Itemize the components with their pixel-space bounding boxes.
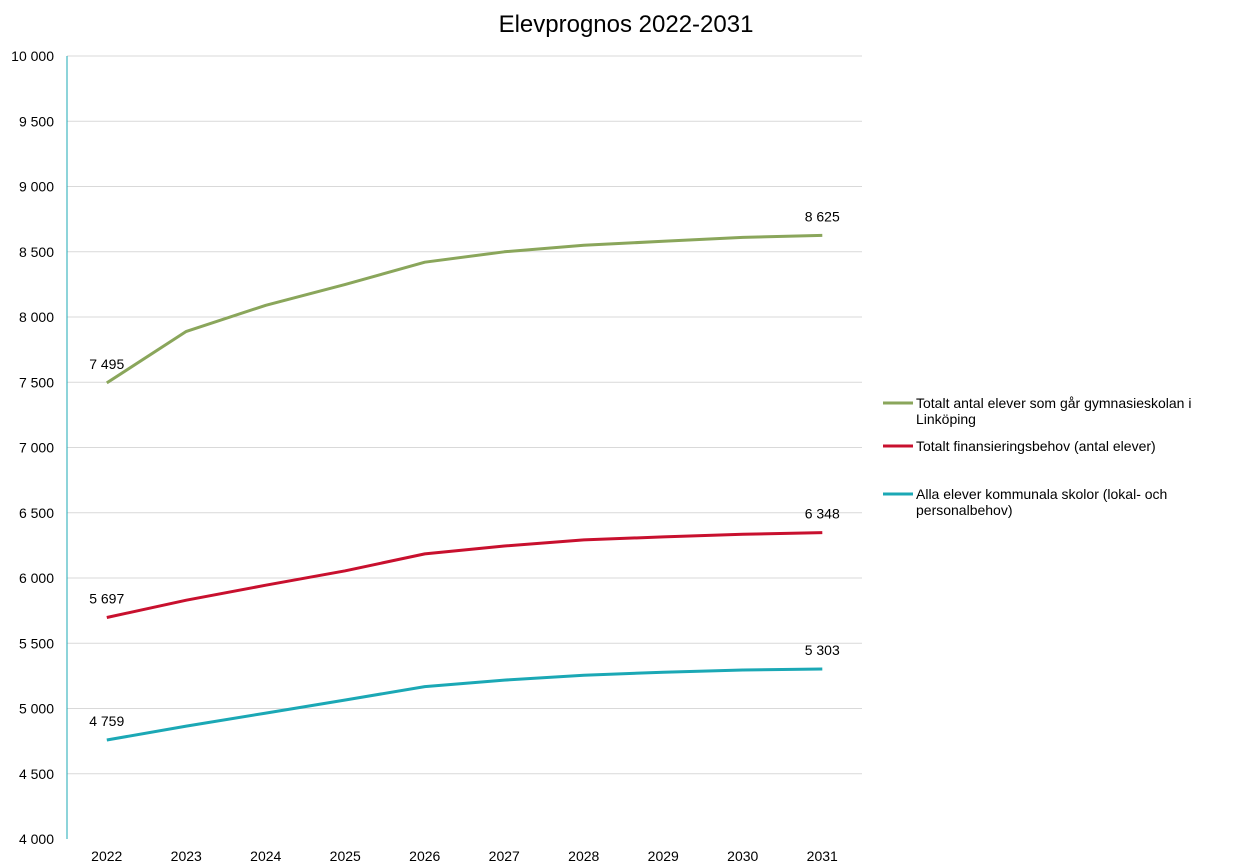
series-line: [106, 667, 823, 742]
legend-label: Alla elever kommunala skolor (lokal- och: [916, 486, 1167, 502]
data-label: 6 348: [805, 506, 840, 522]
data-label: 8 625: [805, 208, 840, 224]
legend-label: personalbehov): [916, 502, 1013, 518]
series-lines: [105, 233, 823, 742]
y-axis-ticks: 4 000 4 500 5 000 5 500 6 000 6 500 7 000 7 500…: [11, 48, 54, 847]
data-label: 5 303: [805, 642, 840, 658]
y-tick-label: 5 500: [19, 635, 54, 651]
x-tick-label: 2027: [489, 848, 520, 864]
y-tick-label: 6 000: [19, 570, 54, 586]
y-tick-label: 9 000: [19, 179, 54, 195]
x-tick-label: 2029: [648, 848, 679, 864]
legend-item: Totalt antal elever som går gymnasieskol…: [883, 395, 1191, 427]
y-tick-label: 5 000: [19, 701, 54, 717]
y-tick-label: 8 500: [19, 244, 54, 260]
x-tick-label: 2026: [409, 848, 440, 864]
y-tick-label: 7 000: [19, 440, 54, 456]
x-tick-label: 2028: [568, 848, 599, 864]
data-label: 7 495: [89, 356, 124, 372]
x-tick-label: 2022: [91, 848, 122, 864]
x-tick-label: 2030: [727, 848, 758, 864]
y-tick-label: 7 500: [19, 374, 54, 390]
data-label: 4 759: [89, 713, 124, 729]
y-tick-label: 9 500: [19, 113, 54, 129]
series-line: [105, 233, 823, 385]
legend-item: Totalt finansieringsbehov (antal elever): [883, 438, 1156, 454]
gridlines: [67, 55, 862, 775]
legend-label: Totalt finansieringsbehov (antal elever): [916, 438, 1156, 454]
legend-label: Totalt antal elever som går gymnasieskol…: [916, 395, 1191, 411]
legend: Totalt antal elever som går gymnasieskol…: [883, 395, 1191, 518]
x-tick-label: 2024: [250, 848, 281, 864]
x-axis-ticks: 2022 2023 2024 2025 2026 2027 2028 2029 2030 2031: [91, 848, 838, 864]
legend-item: Alla elever kommunala skolor (lokal- och…: [883, 486, 1167, 518]
y-tick-label: 8 000: [19, 309, 54, 325]
data-labels: 7 495 8 625 5 697 6 348 4 759 5 303: [89, 208, 840, 729]
data-label: 5 697: [89, 591, 124, 607]
series-line: [106, 531, 823, 619]
x-tick-label: 2031: [807, 848, 838, 864]
y-tick-label: 4 000: [19, 831, 54, 847]
chart-title: Elevprognos 2022-2031: [499, 11, 754, 38]
y-tick-label: 6 500: [19, 505, 54, 521]
x-tick-label: 2025: [330, 848, 361, 864]
x-tick-label: 2023: [171, 848, 202, 864]
legend-label: Linköping: [916, 411, 976, 427]
y-tick-label: 4 500: [19, 766, 54, 782]
y-tick-label: 10 000: [11, 48, 54, 64]
